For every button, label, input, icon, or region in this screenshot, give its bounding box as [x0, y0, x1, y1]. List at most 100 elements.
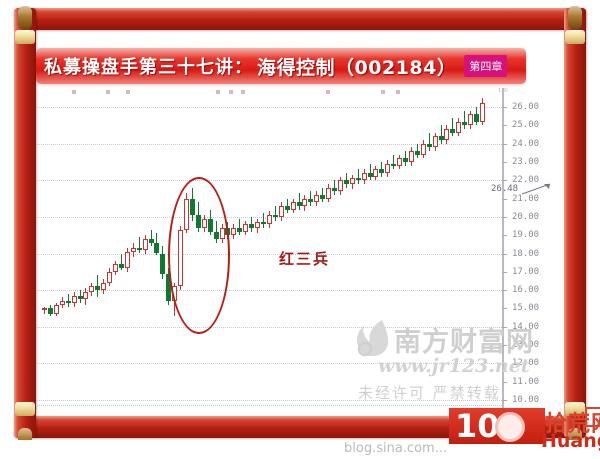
logo-chinese-name: 拾荒网: [545, 412, 600, 437]
candlestick: [243, 88, 249, 408]
candle-body: [42, 308, 47, 311]
scroll-knob-top-right: [568, 6, 582, 30]
candlestick: [420, 88, 426, 408]
candlestick: [83, 88, 89, 408]
candle-body: [65, 301, 71, 304]
y-axis-tick-label: 23.00: [512, 156, 540, 167]
y-axis-tick: [502, 216, 507, 218]
candlestick: [438, 88, 444, 408]
y-axis-tick: [502, 253, 507, 255]
candlestick: [480, 88, 485, 408]
pattern-highlight-ellipse: [168, 177, 230, 334]
candlestick: [391, 88, 397, 408]
candle-wick: [239, 218, 241, 236]
candle-wick: [150, 229, 152, 247]
candlestick: [349, 88, 355, 408]
candlestick: [118, 88, 124, 408]
candlestick: [124, 88, 130, 408]
gridline: [36, 326, 502, 328]
candle-body: [107, 271, 113, 283]
y-axis-tick-label: 25.00: [512, 120, 540, 131]
date-mark: [396, 90, 400, 94]
candlestick: [89, 88, 95, 408]
candle-body: [278, 205, 284, 217]
candle-body: [408, 150, 414, 162]
y-axis-tick: [502, 345, 507, 347]
scroll-cap-bottom-right: [565, 402, 585, 416]
watermark-site-url: www.jr123.net: [378, 355, 530, 377]
candlestick: [426, 88, 432, 408]
candlestick: [107, 88, 113, 408]
candle-body: [47, 308, 53, 314]
shihuang-site-logo[interactable]: 10 拾荒网 Huang.CN: [449, 406, 600, 452]
candlestick: [101, 88, 107, 408]
candlestick: [272, 88, 278, 408]
logo-english-name: Huang.CN: [541, 430, 600, 452]
candlestick: [337, 88, 343, 408]
x-axis-baseline: [36, 405, 502, 406]
y-axis-tick: [502, 161, 507, 163]
candlestick: [432, 88, 438, 408]
y-axis-tick-label: 15.00: [512, 303, 540, 314]
scroll-knob-top-left: [18, 6, 32, 30]
candlestick: [367, 88, 373, 408]
candle-body: [148, 238, 154, 243]
candle-body: [426, 143, 432, 148]
candle-body: [261, 222, 266, 225]
candlestick: [77, 88, 83, 408]
candlestick: [414, 88, 420, 408]
candle-body: [456, 121, 462, 133]
y-axis-tick-label: 14.00: [512, 321, 540, 332]
y-axis-tick: [502, 271, 507, 273]
candle-body: [468, 114, 474, 126]
scroll-rod-top: [14, 8, 586, 30]
y-axis-tick: [502, 125, 507, 127]
candlestick: [142, 88, 148, 408]
candle-body: [160, 253, 166, 274]
date-mark: [216, 90, 220, 94]
y-axis-tick-label: 18.00: [512, 248, 540, 259]
candle-wick: [345, 172, 347, 188]
last-price-label: 26.48: [491, 184, 519, 194]
candle-wick: [322, 187, 324, 203]
candlestick: [308, 88, 314, 408]
candle-body: [480, 103, 485, 122]
candle-body: [320, 194, 326, 199]
candlestick: [456, 88, 462, 408]
candle-body: [136, 248, 142, 250]
candle-body: [59, 301, 65, 305]
candlestick: [261, 88, 266, 408]
candlestick-chart: 1.00 26.00 25.00 24.00 23.00 22.00 21.00 20.00…: [36, 88, 551, 408]
candlestick: [296, 88, 302, 408]
plot-area: [36, 88, 502, 408]
candle-body: [332, 187, 338, 192]
gridline: [36, 253, 502, 255]
candle-wick: [452, 117, 454, 137]
gear-icon: [495, 412, 525, 442]
candle-wick: [263, 213, 264, 228]
y-axis-tick-label: 22.00: [512, 175, 540, 186]
y-axis-tick: [502, 143, 507, 145]
y-axis-tick: [502, 308, 507, 310]
gridline: [36, 363, 502, 365]
candle-body: [142, 238, 148, 250]
scroll-cap-bottom-left: [15, 402, 35, 416]
candlestick: [154, 88, 160, 408]
scroll-rod-bottom: [14, 416, 586, 438]
candle-body: [237, 227, 243, 232]
y-axis-tick-label: 11.00: [512, 376, 540, 387]
candle-wick: [357, 169, 359, 184]
y-axis-tick-label: 26.00: [512, 102, 540, 112]
candle-wick: [440, 125, 442, 144]
candlestick: [320, 88, 326, 408]
candle-body: [249, 224, 255, 228]
scroll-rod-right: [564, 8, 586, 438]
y-axis-tick: [502, 400, 507, 401]
candle-body: [124, 251, 130, 269]
candle-wick: [310, 191, 312, 206]
candle-body: [255, 222, 261, 228]
date-mark: [106, 90, 110, 94]
date-mark: [229, 90, 233, 94]
date-mark: [126, 90, 130, 94]
